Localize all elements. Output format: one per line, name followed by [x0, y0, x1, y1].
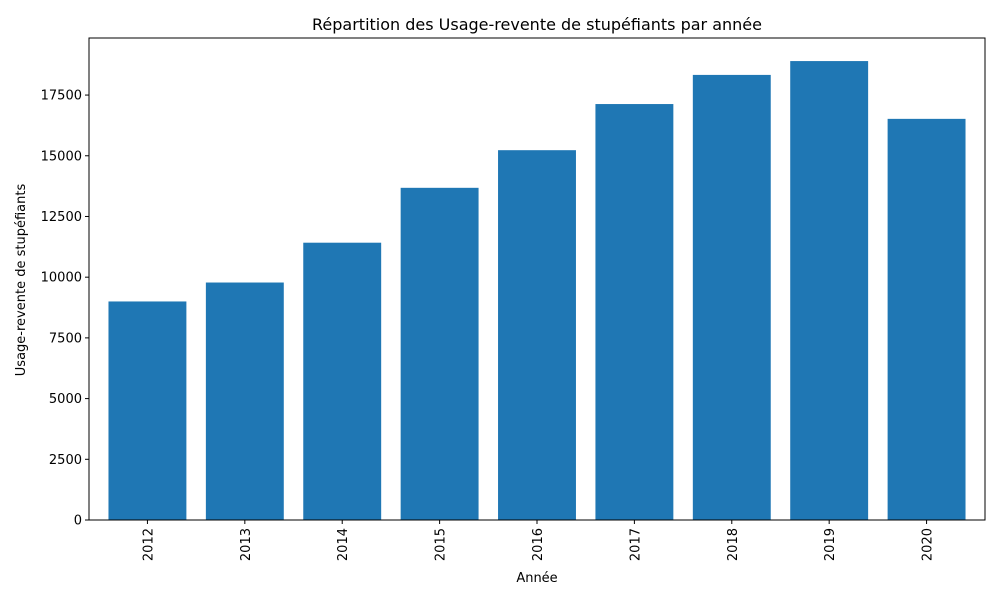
bar-2017 [595, 104, 674, 520]
x-tick-label-2012: 2012 [141, 528, 156, 561]
y-tick-label-2500: 2500 [49, 453, 82, 468]
x-axis: 2012 2013 2014 2015 2016 2017 2018 2019 2020 [141, 520, 936, 561]
y-tick-label-17500: 17500 [41, 89, 82, 104]
y-tick-label-5000: 5000 [49, 392, 82, 407]
plot-frame [88, 37, 986, 521]
bars-group [108, 61, 966, 521]
bar-2014 [303, 242, 382, 520]
x-tick-label-2015: 2015 [434, 528, 449, 561]
y-axis-label: Usage-revente de stupéfiants [14, 184, 29, 377]
bar-2015 [400, 187, 479, 520]
bar-2016 [498, 150, 576, 520]
x-tick-label-2019: 2019 [823, 528, 838, 561]
y-tick-label-10000: 10000 [41, 271, 82, 286]
x-tick-label-2016: 2016 [531, 528, 546, 561]
x-axis-label: Année [516, 571, 557, 586]
chart-title: Répartition des Usage-revente de stupéfi… [312, 15, 762, 34]
y-tick-label-12500: 12500 [41, 210, 82, 225]
bar-2012 [108, 301, 187, 520]
y-tick-label-7500: 7500 [49, 331, 82, 346]
x-tick-label-2020: 2020 [921, 528, 936, 561]
bar-2019 [790, 61, 869, 521]
y-tick-label-15000: 15000 [41, 149, 82, 164]
y-tick-label-0: 0 [74, 514, 82, 529]
y-axis: 0 2500 5000 7500 10000 12500 15000 17500 [41, 89, 89, 529]
x-tick-label-2013: 2013 [239, 528, 254, 561]
bar-2013 [205, 282, 284, 520]
bar-2018 [692, 74, 771, 520]
bar-2020 [887, 118, 966, 521]
x-tick-label-2014: 2014 [336, 528, 351, 561]
x-tick-label-2018: 2018 [726, 528, 741, 561]
x-tick-label-2017: 2017 [628, 528, 643, 561]
